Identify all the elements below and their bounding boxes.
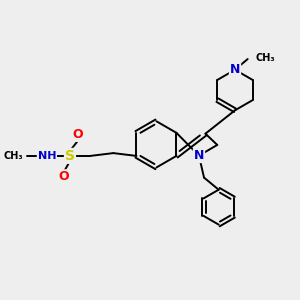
Text: N: N: [230, 63, 240, 76]
Text: O: O: [73, 128, 83, 141]
Text: S: S: [65, 149, 75, 163]
Text: O: O: [58, 170, 69, 183]
Text: CH₃: CH₃: [3, 151, 23, 161]
Text: N: N: [194, 149, 204, 162]
Text: CH₃: CH₃: [256, 52, 275, 63]
Text: NH: NH: [38, 151, 56, 161]
